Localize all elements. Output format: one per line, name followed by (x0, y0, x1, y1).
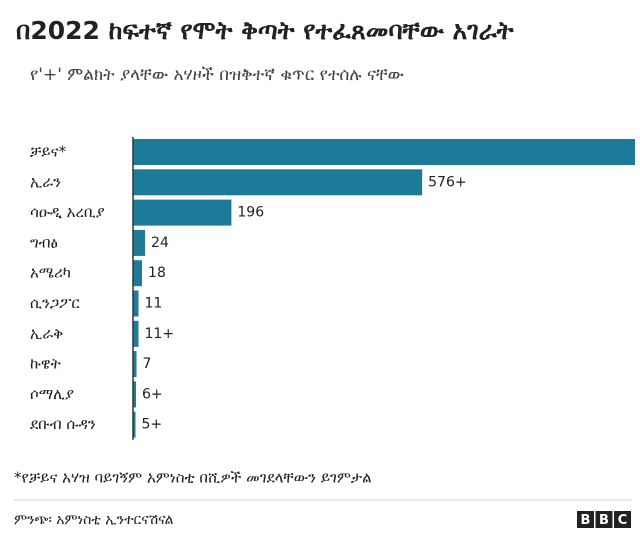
y-tick-label: አሜሪካ (30, 264, 71, 282)
data-label: 11+ (145, 326, 175, 342)
y-tick-label: ኢራን (30, 173, 61, 191)
bar (133, 381, 137, 408)
data-label: 24 (151, 235, 169, 251)
bar (133, 229, 146, 256)
source: ምንጭ፡ አምነስቲ ኢንተርናሽናል (14, 512, 174, 528)
bar (133, 351, 137, 378)
footnote: *የቻይና አሃዝ ባይገኝም አምነስቲ በሺዎች መገደላቸውን ይገምታል (14, 469, 372, 488)
data-label: 18 (148, 265, 166, 281)
bar (133, 260, 143, 287)
logo-letter: C (618, 513, 628, 528)
y-tick-label: ሶማሊያ (30, 385, 74, 403)
y-tick-label: ደቡብ ሱዳን (30, 415, 96, 433)
bar (133, 199, 232, 226)
bar (133, 139, 635, 165)
data-label: 11 (145, 296, 163, 312)
y-tick-label: ሲንጋፖር (30, 294, 80, 312)
logo-box (614, 511, 631, 528)
logo-letter: B (599, 513, 609, 528)
data-label: 5+ (142, 417, 163, 433)
data-label: 576+ (428, 174, 466, 190)
y-tick-label: ኢራቅ (30, 324, 63, 342)
bar (133, 290, 139, 317)
data-label: 196 (237, 205, 264, 221)
y-tick-label: ኩዌት (30, 355, 61, 373)
chart-subtitle: የ'+' ምልክት ያላቸው አሃዞች በዝቅተኛ ቁጥር የተሰሉ ናቸው (30, 65, 405, 85)
data-label: 6+ (142, 386, 163, 402)
logo-box (595, 511, 613, 528)
y-tick-label: ግብፅ (30, 233, 58, 251)
bar (133, 169, 423, 196)
bar (133, 320, 139, 347)
chart-title: በ2022 ከፍተኛ የሞት ቅጣት የተፈጸመባቸው አገራት (16, 16, 515, 45)
y-tick-label: ቻይና* (30, 143, 67, 161)
data-label: 7 (143, 356, 152, 372)
logo-box (577, 511, 594, 528)
bar (133, 411, 136, 438)
logo-letter: B (581, 513, 591, 528)
y-tick-label: ሳዑዲ አረቢያ (30, 203, 105, 221)
